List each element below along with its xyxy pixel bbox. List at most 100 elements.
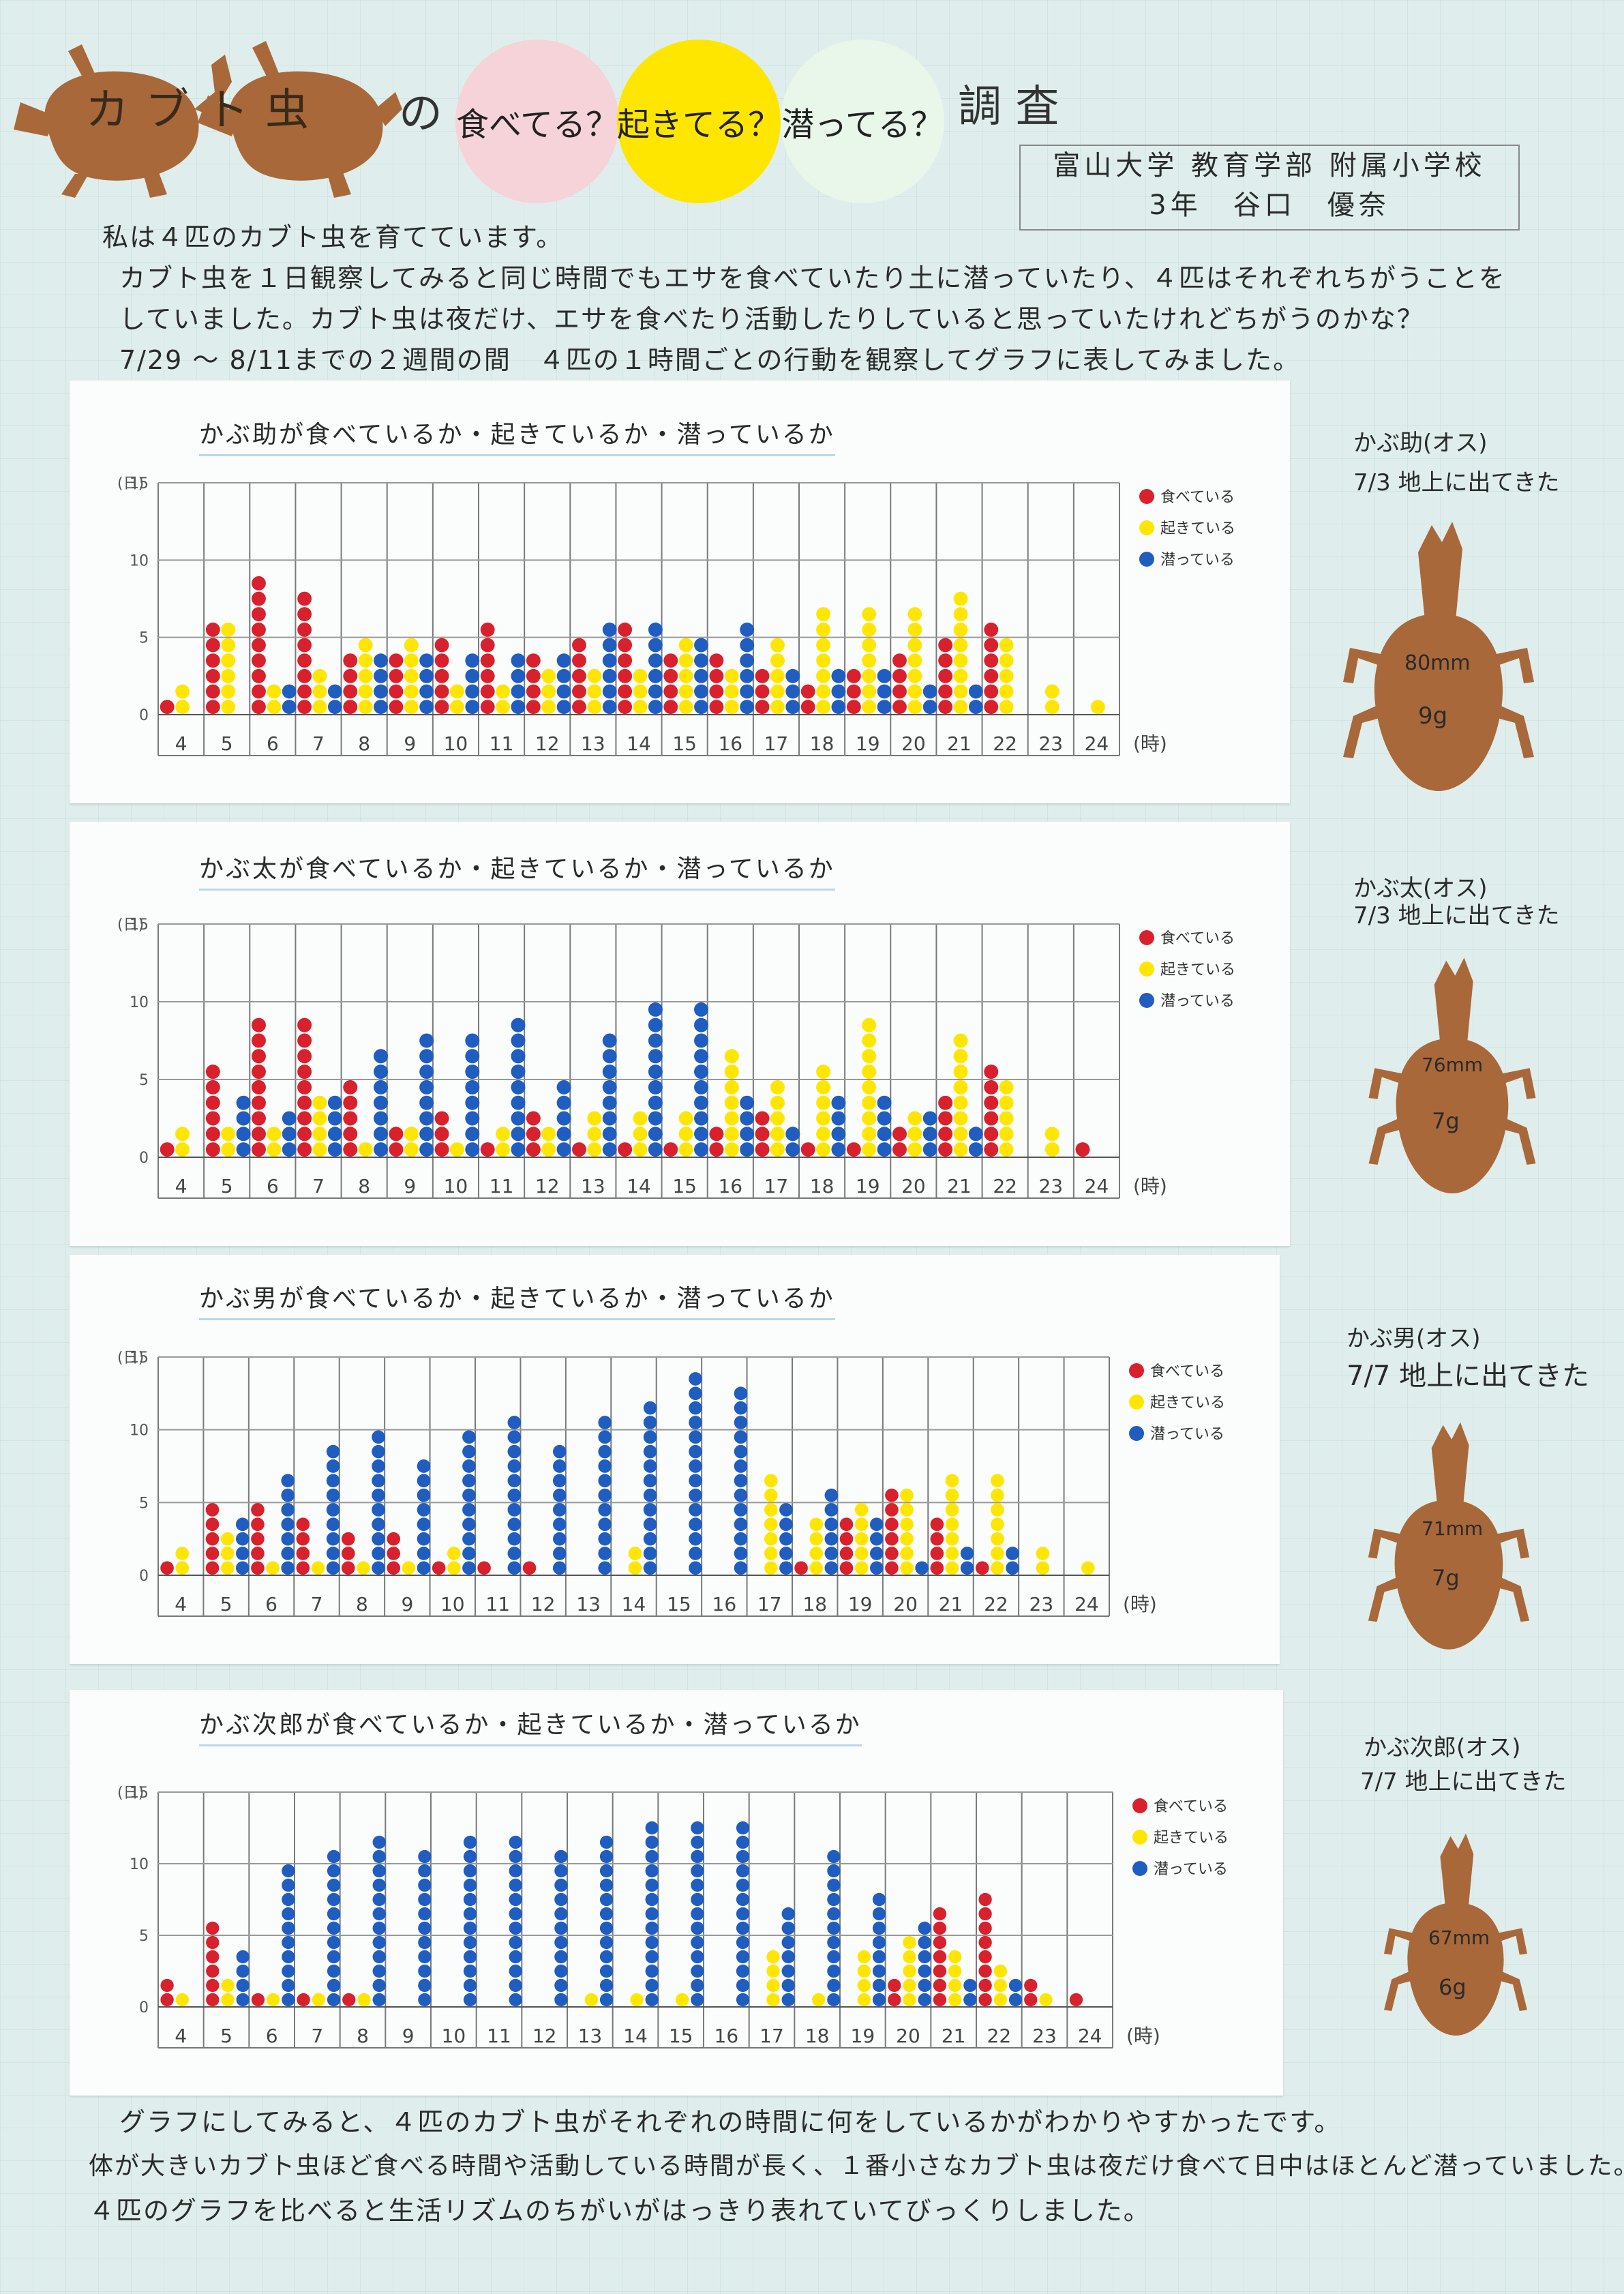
dot-awake: [312, 1993, 325, 2007]
dot-awake: [175, 1993, 189, 2007]
dot-dive: [282, 1964, 295, 1978]
school-name: 富山大学 教育学部 附属小学校: [1053, 150, 1486, 181]
y-tick-label: 10: [130, 1856, 149, 1873]
dot-eat: [846, 700, 861, 715]
dot-dive: [327, 1095, 342, 1110]
dot-dive: [552, 1488, 567, 1502]
dot-dive: [869, 1561, 884, 1575]
dot-dive: [643, 1474, 657, 1488]
dot-dive: [326, 1488, 340, 1502]
dot-awake: [999, 684, 1014, 699]
dot-eat: [1024, 1978, 1038, 1993]
dot-dive: [554, 1849, 568, 1864]
dot-dive: [734, 1430, 748, 1444]
dot-awake: [676, 1993, 689, 2007]
dot-dive: [552, 1444, 567, 1459]
dot-eat: [618, 653, 633, 668]
dot-awake: [900, 1488, 914, 1502]
dot-dive: [236, 1978, 250, 1993]
dot-eat: [572, 653, 586, 668]
beetle-legs: [1343, 648, 1534, 758]
dot-dive: [599, 1849, 614, 1864]
dot-dive: [327, 1111, 342, 1126]
dot-eat: [938, 700, 953, 715]
dot-eat: [205, 1547, 220, 1560]
dot-eat: [1075, 1142, 1090, 1157]
x-tick-label: 22: [993, 732, 1017, 755]
dot-dive: [372, 1561, 385, 1575]
dot-eat: [978, 1892, 992, 1907]
y-tick-label: 5: [139, 630, 149, 647]
dot-eat: [933, 1921, 947, 1935]
dot-eat: [205, 1561, 220, 1575]
dot-awake: [854, 1561, 869, 1575]
beetle-horn: [1431, 1422, 1469, 1506]
dot-eat: [205, 1142, 220, 1157]
dot-dive: [327, 1878, 341, 1892]
dot-awake: [678, 700, 693, 715]
dot-dive: [463, 1950, 477, 1964]
dot-dive: [740, 622, 755, 637]
legend-label-awake: 起きている: [1154, 1830, 1229, 1847]
dot-dive: [645, 1993, 659, 2007]
dot-awake: [628, 1561, 642, 1575]
intro-line-2: カブト虫を１日観察してみると同じ時間でもエサを食べていたり土に潜っていたり、４匹…: [119, 263, 1506, 293]
dot-eat: [251, 1503, 265, 1517]
dot-awake: [953, 607, 968, 622]
dot-eat: [205, 638, 220, 653]
beetle-shape: [1384, 1833, 1527, 2036]
dot-dive: [827, 1964, 841, 1978]
y-axis-label: (日): [117, 1785, 144, 1802]
legend-label-dive: 潜っている: [1160, 993, 1235, 1010]
dot-eat: [434, 700, 449, 715]
dot-awake: [945, 1474, 959, 1488]
dot-awake: [816, 684, 830, 699]
dot-dive: [419, 653, 434, 668]
dot-dive: [462, 1430, 476, 1444]
dot-dive: [372, 1921, 386, 1935]
dot-dive: [465, 1127, 480, 1142]
dot-dive: [465, 1111, 480, 1126]
dot-dive: [824, 1503, 839, 1517]
dot-dive: [598, 1561, 612, 1575]
dot-awake: [900, 1503, 914, 1517]
dot-dive: [509, 1921, 522, 1935]
dot-dive: [374, 700, 388, 715]
dot-dive: [734, 1459, 748, 1473]
dot-awake: [404, 668, 419, 683]
dot-eat: [297, 638, 312, 653]
dot-dive: [781, 1907, 795, 1921]
dot-dive: [465, 1064, 480, 1079]
dot-awake: [221, 622, 236, 637]
dot-eat: [938, 1111, 953, 1126]
dot-dive: [372, 1935, 386, 1950]
dot-dive: [740, 1142, 755, 1157]
dot-dive: [556, 1127, 571, 1142]
dot-eat: [296, 1561, 310, 1575]
dot-dive: [691, 1849, 704, 1864]
dot-awake: [953, 668, 968, 683]
x-tick-label: 12: [532, 2025, 557, 2047]
dot-awake: [862, 700, 877, 715]
dot-dive: [282, 1111, 297, 1126]
dot-awake: [628, 1547, 642, 1560]
dot-awake: [953, 1079, 968, 1094]
dot-dive: [736, 1935, 750, 1950]
x-tick-label: 6: [267, 732, 279, 755]
dot-eat: [526, 684, 541, 699]
beetle-2-icon: [1368, 957, 1536, 1193]
dot-dive: [643, 1430, 657, 1444]
dot-awake: [312, 1142, 327, 1157]
dot-eat: [251, 1049, 266, 1064]
dot-dive: [511, 1127, 526, 1142]
dot-eat: [343, 668, 358, 683]
dot-eat: [251, 1095, 266, 1110]
dot-dive: [554, 1864, 568, 1878]
dot-awake: [584, 1993, 598, 2007]
dot-awake: [175, 1547, 190, 1560]
x-tick-label: 17: [764, 732, 789, 755]
beetle-title-icon: [14, 41, 402, 198]
dot-awake: [953, 700, 968, 715]
dot-eat: [572, 638, 586, 653]
